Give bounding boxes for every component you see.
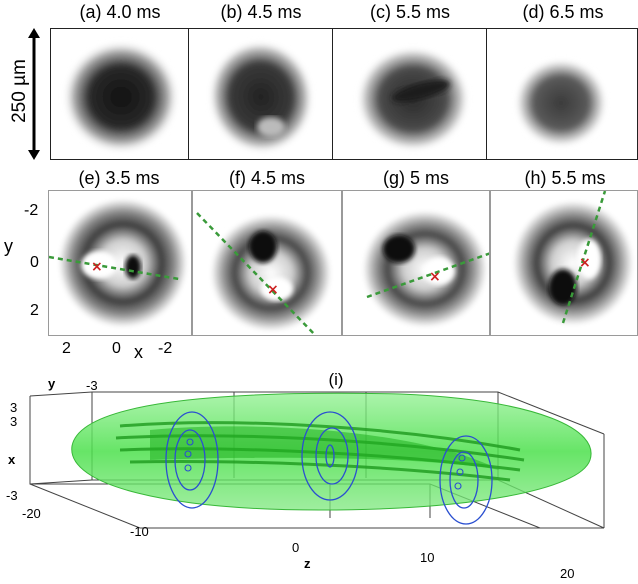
i-z-tick-neg10: -10	[130, 524, 149, 539]
panel-h-image: ×	[490, 190, 638, 336]
panel-f-image: ×	[192, 190, 342, 336]
y-tick-0: 0	[30, 254, 39, 271]
panel-g-label: (g) 5 ms	[382, 168, 449, 188]
svg-text:×: ×	[267, 282, 279, 298]
panel-c-image	[332, 28, 488, 160]
panel-f-label: (f) 4.5 ms	[228, 168, 305, 188]
i-x-axis-label: x	[8, 452, 16, 467]
y-tick-2: 2	[30, 302, 39, 319]
i-z-tick-10: 10	[420, 550, 435, 565]
panel-d-label: (d) 6.5 ms	[522, 2, 604, 22]
x-axis-label: x	[134, 342, 143, 362]
panel-b-label: (b) 4.5 ms	[220, 2, 302, 22]
i-y-tick-3: 3	[10, 400, 18, 415]
panel-a-image	[50, 28, 190, 160]
y-tick-neg2: -2	[24, 202, 39, 219]
x-tick-0: 0	[112, 340, 121, 357]
i-z-tick-0: 0	[292, 540, 300, 555]
i-x-tick-neg3: -3	[6, 488, 18, 503]
panel-h-label: (h) 5.5 ms	[524, 168, 606, 188]
i-y-axis-label: y	[48, 376, 56, 391]
scale-bar-label: 250 µm	[9, 59, 30, 123]
x-tick-neg2: -2	[158, 340, 173, 357]
scale-bar	[28, 28, 40, 160]
y-axis-label: y	[4, 236, 13, 256]
svg-text:×: ×	[429, 269, 441, 285]
svg-text:×: ×	[91, 259, 103, 275]
x-tick-2: 2	[62, 340, 71, 357]
panel-e-label: (e) 3.5 ms	[78, 168, 160, 188]
i-z-axis-label: z	[304, 556, 311, 571]
panel-i-3d-plot	[29, 391, 605, 529]
svg-text:×: ×	[579, 255, 591, 271]
i-y-tick-neg3: -3	[86, 378, 98, 393]
i-z-tick-neg20: -20	[22, 506, 41, 521]
i-x-tick-3: 3	[10, 414, 18, 429]
panel-c-label: (c) 5.5 ms	[369, 2, 450, 22]
panel-g-image: ×	[342, 190, 490, 336]
panel-a-label: (a) 4.0 ms	[79, 2, 161, 22]
i-z-tick-20: 20	[560, 566, 575, 581]
panel-i-label: (i)	[328, 370, 344, 389]
panel-b-image	[188, 28, 334, 160]
panel-e-image: ×	[48, 190, 192, 336]
panel-d-image	[486, 28, 638, 160]
